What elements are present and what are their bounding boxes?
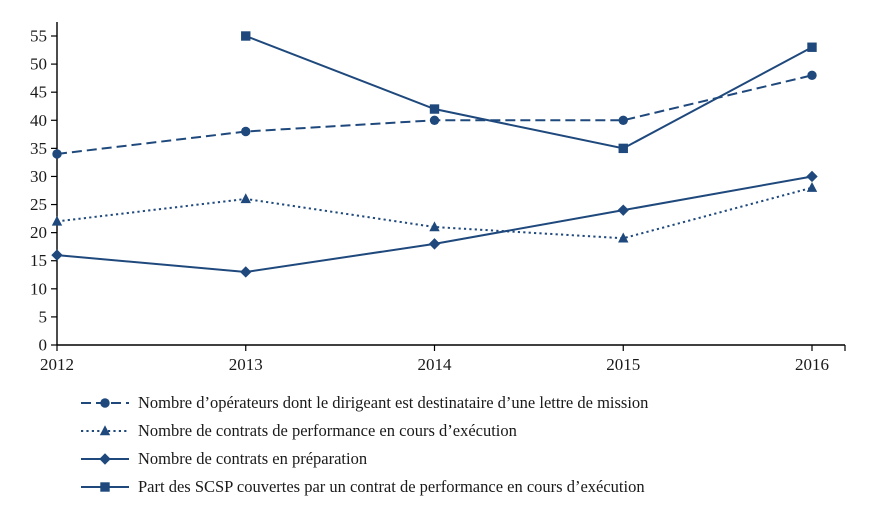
svg-text:40: 40 — [30, 111, 47, 130]
svg-text:25: 25 — [30, 195, 47, 214]
chart-plot-area: 0 5 10 15 20 25 30 35 40 45 50 55 2012 2013 2014 2015 20… — [30, 22, 846, 374]
legend-label: Nombre de contrats en préparation — [138, 449, 368, 468]
line-chart-svg: 0 5 10 15 20 25 30 35 40 45 50 55 2012 2013 2014 2015 20… — [30, 22, 846, 374]
legend-item: Nombre de contrats en préparation — [80, 448, 860, 469]
svg-text:55: 55 — [30, 27, 47, 46]
legend-sample-series-1 — [81, 424, 129, 435]
legend-item: Part des SCSP couvertes par un contrat d… — [80, 476, 860, 497]
legend-sample-series-2 — [81, 452, 129, 465]
svg-text:20: 20 — [30, 223, 47, 242]
legend-sample-series-0 — [81, 397, 129, 408]
svg-text:2013: 2013 — [229, 355, 263, 374]
legend-label: Nombre de contrats de performance en cou… — [138, 421, 517, 440]
svg-text:35: 35 — [30, 139, 47, 158]
svg-text:2014: 2014 — [418, 355, 453, 374]
svg-text:5: 5 — [39, 307, 48, 326]
svg-text:0: 0 — [39, 336, 48, 355]
svg-text:2016: 2016 — [795, 355, 829, 374]
legend-sample-series-3 — [81, 481, 129, 492]
legend-item: Nombre d’opérateurs dont le dirigeant es… — [80, 392, 860, 413]
svg-text:45: 45 — [30, 83, 47, 102]
chart-legend: Nombre d’opérateurs dont le dirigeant es… — [80, 392, 860, 497]
svg-text:10: 10 — [30, 279, 47, 298]
svg-text:15: 15 — [30, 251, 47, 270]
legend-label: Part des SCSP couvertes par un contrat d… — [138, 477, 645, 496]
svg-text:50: 50 — [30, 55, 47, 74]
legend-label: Nombre d’opérateurs dont le dirigeant es… — [138, 393, 649, 412]
svg-text:30: 30 — [30, 167, 47, 186]
svg-text:2012: 2012 — [40, 355, 74, 374]
legend-item: Nombre de contrats de performance en cou… — [80, 420, 860, 441]
svg-text:2015: 2015 — [606, 355, 640, 374]
